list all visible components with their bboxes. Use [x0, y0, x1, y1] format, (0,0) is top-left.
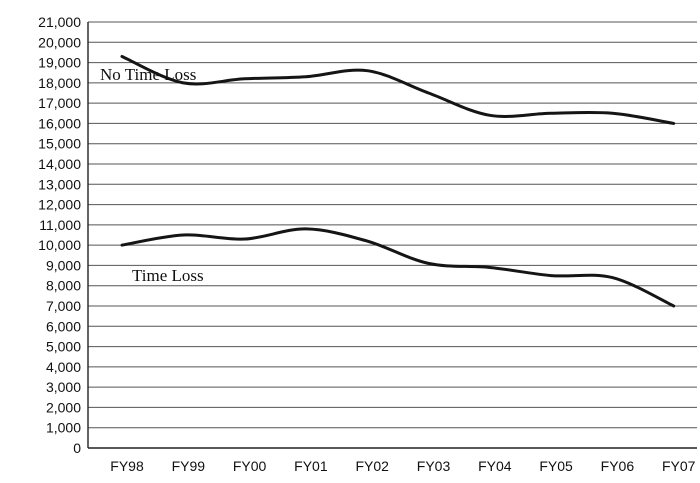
y-tick-label: 16,000 [38, 115, 81, 131]
x-tick-label: FY03 [417, 458, 451, 474]
y-tick-label: 8,000 [46, 278, 81, 294]
y-tick-label: 14,000 [38, 156, 81, 172]
y-tick-label: 18,000 [38, 75, 81, 91]
y-tick-label: 13,000 [38, 176, 81, 192]
y-tick-label: 9,000 [46, 257, 81, 273]
y-tick-label: 0 [73, 440, 81, 456]
x-axis-ticks: FY98 FY99 FY00 FY01 FY02 FY03 FY04 FY05 FY06 FY07 [110, 458, 695, 474]
x-tick-label: FY05 [539, 458, 573, 474]
y-tick-label: 11,000 [39, 217, 81, 233]
y-tick-label: 10,000 [38, 237, 81, 253]
x-tick-label: FY00 [233, 458, 267, 474]
series-line-no-time-loss [120, 54, 676, 125]
y-tick-label: 6,000 [46, 318, 81, 334]
y-axis-ticks: 0 1,000 2,000 3,000 4,000 5,000 6,000 7,000 8,00… [38, 14, 81, 456]
y-tick-label: 20,000 [38, 34, 81, 50]
y-tick-label: 12,000 [38, 197, 81, 213]
y-tick-label: 21,000 [38, 14, 81, 30]
y-tick-label: 17,000 [38, 95, 81, 111]
x-tick-label: FY01 [294, 458, 328, 474]
y-tick-label: 7,000 [46, 298, 81, 314]
x-tick-label: FY02 [355, 458, 389, 474]
grid-lines [88, 21, 697, 429]
y-tick-label: 5,000 [46, 339, 81, 355]
series-label-time-loss: Time Loss [132, 266, 204, 285]
series-lines [120, 54, 676, 308]
y-tick-label: 1,000 [46, 420, 81, 436]
series-line-time-loss [120, 227, 676, 308]
y-tick-label: 3,000 [46, 379, 81, 395]
x-tick-label: FY04 [478, 458, 512, 474]
series-label-no-time-loss: No Time Loss [100, 65, 196, 84]
x-tick-label: FY98 [110, 458, 144, 474]
y-tick-label: 15,000 [38, 136, 81, 152]
y-tick-label: 2,000 [46, 399, 81, 415]
x-tick-label: FY99 [172, 458, 206, 474]
x-tick-label: FY07 [662, 458, 696, 474]
y-tick-label: 19,000 [38, 55, 81, 71]
x-tick-label: FY06 [601, 458, 635, 474]
y-tick-label: 4,000 [46, 359, 81, 375]
